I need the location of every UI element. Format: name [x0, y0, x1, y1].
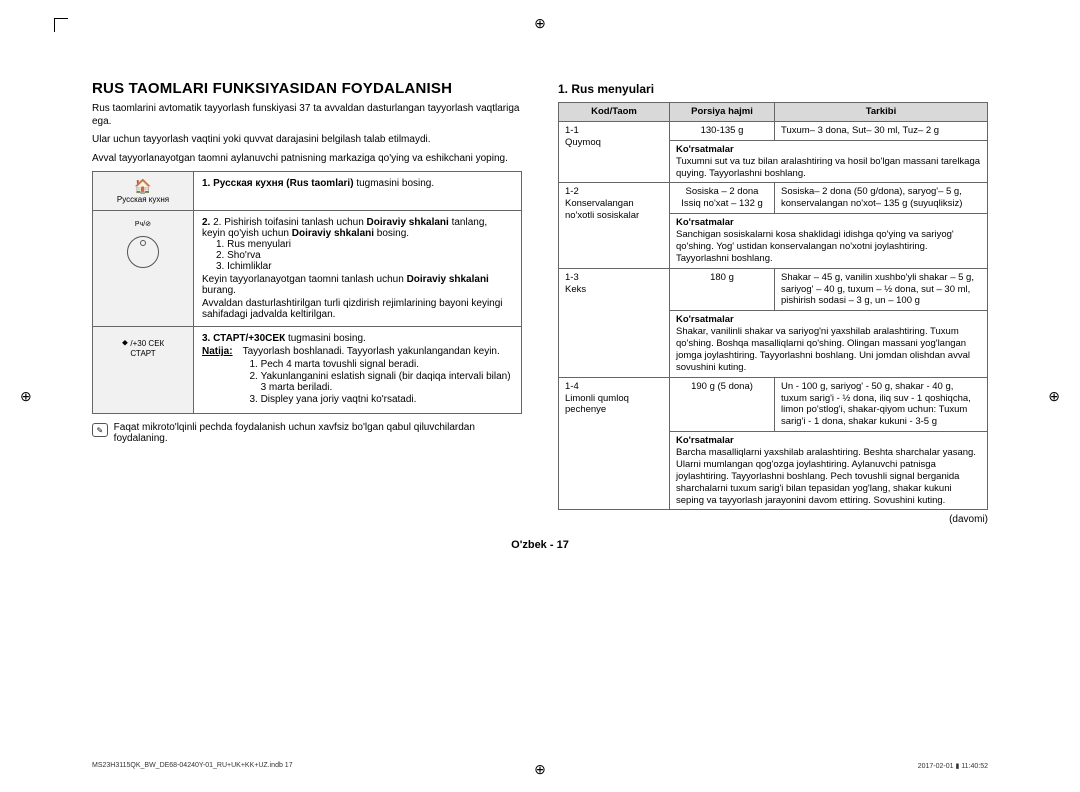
step1-bold: 1. Русская кухня (Rus taomlari) — [202, 178, 354, 189]
step3-cell: 3. СТАРТ/+30СЕК tugmasini bosing. Natija… — [194, 327, 522, 414]
r3-kor: Ko'rsatmalarShakar, vanilinli shakar va … — [670, 311, 988, 377]
footer-date: 2017-02-01 ▮ 11:40:52 — [918, 762, 988, 770]
natija-label: Natija: — [202, 346, 233, 407]
icon-cell-2: Рч/⊘ — [93, 211, 194, 327]
r2-tar: Sosiska– 2 dona (50 g/dona), saryog'– 5 … — [775, 183, 988, 214]
s2p2c: burang. — [202, 285, 236, 296]
r4-tar: Un - 100 g, sariyog' - 50 g, shakar - 40… — [775, 377, 988, 432]
registration-mark-left: ⊕ — [20, 389, 32, 403]
r3-por: 180 g — [670, 268, 775, 311]
th-kod: Kod/Taom — [559, 103, 670, 122]
result-1: Pech 4 marta tovushli signal beradi. — [261, 359, 513, 370]
print-footer: MS23H3115QK_BW_DE68-04240Y-01_RU+UK+KK+U… — [92, 762, 988, 770]
step1-cell: 1. Русская кухня (Rus taomlari) tugmasin… — [194, 172, 522, 211]
r1-tar: Tuxum– 3 dona, Sut– 30 ml, Tuz– 2 g — [775, 121, 988, 140]
s3b: tugmasini bosing. — [285, 333, 366, 344]
result-2: Yakunlanganini eslatish signali (bir daq… — [261, 371, 513, 393]
icon1-label: Русская кухня — [101, 195, 185, 205]
th-por: Porsiya hajmi — [670, 103, 775, 122]
recipe-title: 1. Rus menyulari — [558, 82, 988, 96]
r1-por: 130-135 g — [670, 121, 775, 140]
s2l3: 3. Ichimliklar — [216, 261, 513, 272]
right-column: 1. Rus menyulari Kod/Taom Porsiya hajmi … — [558, 80, 988, 525]
icon3a: ⯁ /+30 СЕК — [101, 339, 185, 349]
step1-rest: tugmasini bosing. — [354, 178, 435, 189]
continued-label: (davomi) — [558, 514, 988, 525]
note-text: Faqat mikroto'lqinli pechda foydalanish … — [114, 422, 522, 444]
registration-mark-top: ⊕ — [534, 16, 546, 30]
th-tar: Tarkibi — [775, 103, 988, 122]
r4-por: 190 g (5 dona) — [670, 377, 775, 432]
r3-kod: 1-3 Keks — [559, 268, 670, 377]
natija-text: Tayyorlash boshlanadi. Tayyorlash yakunl… — [243, 346, 513, 357]
page-title: RUS TAOMLARI FUNKSIYASIDAN FOYDALANISH — [92, 80, 522, 97]
icon3b: СТАРТ — [101, 349, 185, 359]
left-column: RUS TAOMLARI FUNKSIYASIDAN FOYDALANISH R… — [92, 80, 522, 525]
intro-p2: Ular uchun tayyorlash vaqtini yoki quvva… — [92, 134, 522, 147]
s2b: Doiraviy shkalani — [367, 217, 449, 228]
s2p2b: Doiraviy shkalani — [407, 274, 489, 285]
r2-por: Sosiska – 2 dona Issiq no'xat – 132 g — [670, 183, 775, 214]
s2e: bosing. — [374, 228, 409, 239]
s2p3: Avvaldan dasturlashtirilgan turli qizdir… — [202, 298, 513, 320]
intro-p1: Rus taomlarini avtomatik tayyorlash funs… — [92, 103, 522, 128]
s2l2: 2. Sho'rva — [216, 250, 513, 261]
recipe-table: Kod/Taom Porsiya hajmi Tarkibi 1-1 Quymo… — [558, 102, 988, 510]
s2d: Doiraviy shkalani — [292, 228, 374, 239]
icon-cell-3: ⯁ /+30 СЕК СТАРТ — [93, 327, 194, 414]
note-icon: ✎ — [92, 423, 108, 437]
instruction-table: 🏠 Русская кухня 1. Русская кухня (Rus ta… — [92, 171, 522, 414]
step2-cell: 2. 2. Pishirish toifasini tanlash uchun … — [194, 211, 522, 327]
registration-mark-right: ⊕ — [1048, 389, 1060, 403]
result-3: Displey yana joriy vaqtni ko'rsatadi. — [261, 394, 513, 405]
r1-kor: Ko'rsatmalarTuxumni sut va tuz bilan ara… — [670, 140, 988, 183]
r4-kod: 1-4 Limonli qumloq pechenye — [559, 377, 670, 510]
note-row: ✎ Faqat mikroto'lqinli pechda foydalanis… — [92, 422, 522, 444]
s2l1: 1. Rus menyulari — [216, 239, 513, 250]
icon-cell-1: 🏠 Русская кухня — [93, 172, 194, 211]
intro-p3: Avval tayyorlanayotgan taomni aylanuvchi… — [92, 153, 522, 166]
s2p2a: Keyin tayyorlanayotgan taomni tanlash uc… — [202, 274, 407, 285]
r3-tar: Shakar – 45 g, vanilin xushbo'yli shakar… — [775, 268, 988, 311]
r2-kor: Ko'rsatmalarSanchigan sosiskalarni kosa … — [670, 214, 988, 269]
page-number: O'zbek - 17 — [92, 539, 988, 551]
r2-kod: 1-2 Konservalangan no'xotli sosiskalar — [559, 183, 670, 268]
crop-mark — [54, 18, 68, 32]
s2a: 2. Pishirish toifasini tanlash uchun — [213, 217, 366, 228]
r1-kod: 1-1 Quymoq — [559, 121, 670, 183]
r4-kor: Ko'rsatmalarBarcha masalliqlarni yaxshil… — [670, 432, 988, 510]
footer-file: MS23H3115QK_BW_DE68-04240Y-01_RU+UK+KK+U… — [92, 762, 293, 770]
s3a: 3. СТАРТ/+30СЕК — [202, 333, 285, 344]
